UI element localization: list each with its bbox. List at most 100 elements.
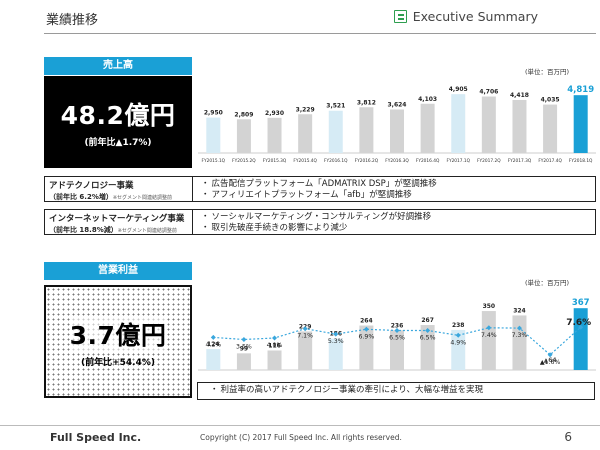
profit-margin-point <box>486 325 492 331</box>
profit-bar <box>298 331 313 370</box>
profit-margin-point <box>272 335 278 341</box>
profit-chart: 12499116229186264236267238350324▲643674.… <box>198 292 596 380</box>
sales-chart-svg: 2,950 FY2015.1Q 2,809 FY2015.2Q 2,930 FY2015.… <box>198 85 596 164</box>
sales-summary-box: 48.2億円 (前年比▲1.7%) <box>44 76 192 168</box>
profit-margin-point <box>210 334 216 340</box>
sales-bar <box>206 117 221 153</box>
sales-chart: 2,950 FY2015.1Q 2,809 FY2015.2Q 2,930 FY2015.… <box>198 75 596 171</box>
profit-margin-label: 7.4% <box>481 332 497 339</box>
profit-bar <box>359 325 374 370</box>
segment-name: インターネットマーケティング事業 <box>49 214 185 224</box>
profit-margin-point <box>425 328 431 333</box>
profit-margin-point <box>363 326 369 332</box>
sales-category-label: FY2016.4Q <box>416 158 440 164</box>
segment-bullet: 広告配信プラットフォーム「ADMATRIX DSP」が堅調推移 <box>201 179 587 190</box>
sales-bar <box>481 96 496 153</box>
sales-value-label: 3,521 <box>326 103 345 110</box>
sales-value-label: 4,035 <box>541 97 560 104</box>
sales-bar <box>420 103 435 153</box>
page-number: 6 <box>564 430 572 444</box>
sales-value-label: 2,930 <box>265 110 284 117</box>
sales-unit: (単位：百万円) <box>525 68 570 76</box>
sales-category-label: FY2017.4Q <box>538 158 562 164</box>
profit-margin-label: 3.5% <box>236 344 252 351</box>
segment-note: ※セグメント間連結調整前 <box>117 228 177 234</box>
sales-category-label: FY2015.1Q <box>202 158 226 164</box>
sales-badge: 売上高 <box>44 57 192 75</box>
segment-bullet: 取引先破産手続きの影響により減少 <box>201 223 587 234</box>
sales-bar <box>390 109 404 153</box>
sales-value-label: 2,809 <box>234 111 253 118</box>
copyright-text: Copyright (C) 2017 Full Speed Inc. All r… <box>200 433 402 442</box>
sales-value-label: 2,950 <box>204 110 223 117</box>
profit-value-label: 236 <box>391 322 404 329</box>
sales-value-label: 4,706 <box>479 89 498 96</box>
profit-value-label: 324 <box>513 307 526 314</box>
sales-bar <box>512 99 527 153</box>
profit-value-label: 350 <box>483 303 496 310</box>
profit-value-label: ▲64 <box>544 357 557 364</box>
sales-value-label: 3,229 <box>296 106 315 113</box>
header-divider <box>44 33 596 34</box>
profit-margin-label: 7.6% <box>566 318 591 328</box>
executive-summary-label: Executive Summary <box>412 9 538 24</box>
sales-value-label: 3,812 <box>357 99 376 106</box>
segment-bullet: アフィリエイトプラットフォーム「afb」が堅調推移 <box>201 190 587 201</box>
sales-category-label: FY2016.1Q <box>324 158 348 164</box>
profit-value-label: 124 <box>207 341 220 348</box>
profit-margin-label: 6.5% <box>389 335 405 342</box>
profit-bar <box>420 325 435 370</box>
segment-bullet: ソーシャルマーケティング・コンサルティングが好調推移 <box>201 212 587 223</box>
profit-margin-point <box>516 325 522 331</box>
sales-value-label: 4,418 <box>510 92 529 99</box>
profit-bar <box>512 315 527 370</box>
profit-bar <box>236 353 251 370</box>
segment-note: ※セグメント間連結調整前 <box>112 195 173 201</box>
profit-margin-label: 4.0% <box>267 342 283 349</box>
profit-margin-point <box>455 332 461 338</box>
segment-row-marketing: インターネットマーケティング事業 （前年比 18.8%減）※セグメント間連結調整… <box>44 209 596 235</box>
profit-margin-point <box>578 324 584 330</box>
profit-value: 3.7億円 <box>69 315 167 352</box>
profit-summary-box: 3.7億円 (前年比+54.4%) <box>44 285 192 398</box>
footer-divider <box>0 425 600 426</box>
sales-category-label: FY2017.1Q <box>446 158 470 164</box>
profit-unit: (単位：百万円) <box>525 279 570 287</box>
profit-margin-label: 6.9% <box>359 333 375 340</box>
segment-yoy: （前年比 6.2%増） <box>49 193 113 201</box>
sales-value-label: 4,905 <box>449 86 468 93</box>
sales-category-label: FY2015.3Q <box>263 158 287 164</box>
sales-yoy: (前年比▲1.7%) <box>84 138 152 148</box>
profit-margin-label: ▲1.6% <box>540 359 561 366</box>
checklist-icon <box>393 10 407 23</box>
profit-margin-point <box>394 328 400 333</box>
segment-yoy: （前年比 18.8%減） <box>49 226 118 234</box>
profit-bar <box>328 338 343 370</box>
sales-value-label: 4,819 <box>567 85 594 95</box>
sales-category-label: FY2017.3Q <box>508 158 532 164</box>
profit-margin-point <box>241 337 247 342</box>
sales-bar <box>267 117 282 153</box>
profit-margin-label: 5.3% <box>328 338 344 345</box>
profit-margin-label: 4.9% <box>450 339 466 346</box>
profit-value-label: 238 <box>452 322 465 329</box>
sales-bar <box>451 94 466 153</box>
sales-category-label: FY2017.2Q <box>477 158 501 164</box>
sales-bar <box>543 104 558 153</box>
sales-bar <box>359 107 374 153</box>
profit-value-label: 267 <box>421 317 434 324</box>
profit-comment: 利益率の高いアドテクノロジー事業の牽引により、大幅な増益を実現 <box>197 382 595 400</box>
sales-category-label: FY2015.4Q <box>293 158 317 164</box>
profit-value-label: 264 <box>360 318 373 325</box>
company-logo: Full Speed Inc. <box>50 431 142 444</box>
profit-margin-point <box>302 326 308 332</box>
profit-margin-point <box>333 331 339 337</box>
page-title: 業績推移 <box>46 13 99 28</box>
sales-category-label: FY2015.2Q <box>232 158 256 164</box>
executive-summary-link[interactable]: Executive Summary <box>393 9 538 24</box>
sales-value-label: 4,103 <box>418 96 437 103</box>
profit-margin-label: 6.5% <box>420 335 436 342</box>
sales-category-label: FY2016.3Q <box>385 158 409 164</box>
profit-yoy: (前年比+54.4%) <box>81 357 155 368</box>
segment-name: アドテクノロジー事業 <box>49 181 134 191</box>
